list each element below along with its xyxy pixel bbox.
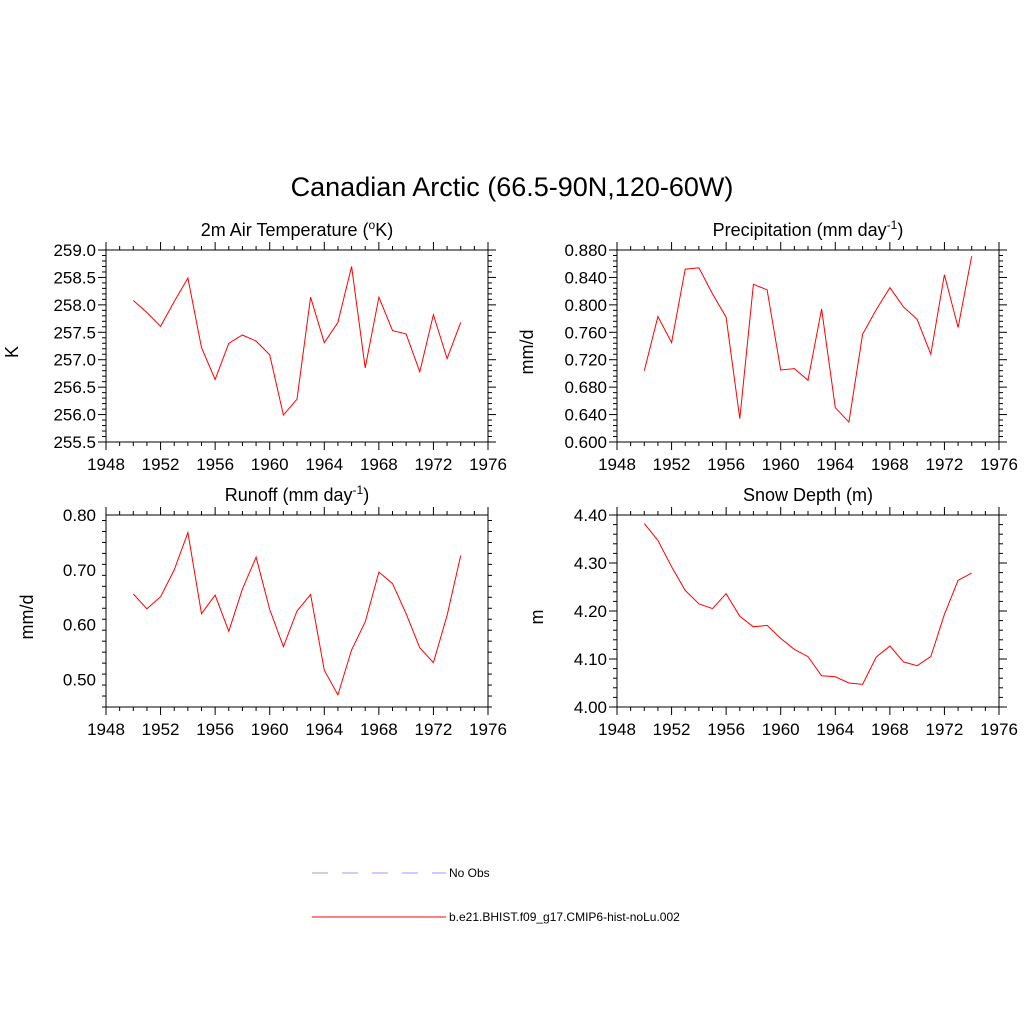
plot-frame <box>616 249 1000 443</box>
y-tick-label: 258.5 <box>53 268 96 287</box>
y-tick-label: 256.5 <box>53 378 96 397</box>
x-tick-label: 1952 <box>653 455 691 474</box>
x-tick-label: 1972 <box>415 455 453 474</box>
x-tick-label: 1968 <box>360 455 398 474</box>
y-axis-label: mm/d <box>17 595 37 640</box>
x-tick-label: 1972 <box>926 455 964 474</box>
x-tick-label: 1948 <box>87 455 125 474</box>
x-tick-label: 1964 <box>816 455 854 474</box>
legend-item: No Obs <box>312 866 490 880</box>
x-tick-label: 1952 <box>142 455 180 474</box>
panel-temperature: 2m Air Temperature (oK) K 1948 1952 1956 1960… <box>2 218 507 474</box>
y-tick-label: 0.640 <box>564 406 607 425</box>
series-line <box>643 523 972 685</box>
plot-frame <box>105 249 489 443</box>
legend-item: b.e21.BHIST.f09_g17.CMIP6-hist-noLu.002 <box>312 910 680 924</box>
x-tick-label: 1964 <box>816 720 854 739</box>
panel-title: Precipitation (mm day-1) <box>713 218 904 240</box>
y-tick-label: 257.0 <box>53 351 96 370</box>
x-tick-label: 1956 <box>707 720 745 739</box>
x-tick-label: 1956 <box>196 455 234 474</box>
figure-title: Canadian Arctic (66.5-90N,120-60W) <box>291 172 734 202</box>
x-tick-label: 1972 <box>415 720 453 739</box>
series-line <box>643 256 973 424</box>
y-tick-label: 4.10 <box>574 650 607 669</box>
y-tick-label: 257.5 <box>53 323 96 342</box>
x-tick-label: 1956 <box>196 720 234 739</box>
x-tick-label: 1960 <box>762 720 800 739</box>
legend-label: b.e21.BHIST.f09_g17.CMIP6-hist-noLu.002 <box>449 910 680 924</box>
y-tick-label: 0.840 <box>564 268 607 287</box>
y-tick-label: 0.80 <box>63 506 96 525</box>
y-tick-label: 0.720 <box>564 351 607 370</box>
y-tick-label: 0.60 <box>63 616 96 635</box>
panels-group: 2m Air Temperature (oK) K 1948 1952 1956 1960… <box>2 218 1018 739</box>
panel-title: Snow Depth (m) <box>743 485 873 505</box>
y-tick-label: 258.0 <box>53 296 96 315</box>
panel-precipitation: Precipitation (mm day-1) mm/d 1948 1952 1956… <box>517 218 1018 474</box>
y-tick-label: 0.800 <box>564 296 607 315</box>
y-tick-label: 256.0 <box>53 406 96 425</box>
y-axis-label: m <box>527 610 547 625</box>
legend: No Obs b.e21.BHIST.f09_g17.CMIP6-hist-noL… <box>312 866 680 924</box>
y-tick-label: 255.5 <box>53 433 96 452</box>
x-tick-label: 1952 <box>142 720 180 739</box>
x-tick-label: 1960 <box>762 455 800 474</box>
x-tick-label: 1976 <box>980 720 1018 739</box>
y-tick-label: 0.680 <box>564 378 607 397</box>
panel-title: Runoff (mm day-1) <box>225 483 369 505</box>
x-tick-label: 1952 <box>653 720 691 739</box>
x-tick-label: 1968 <box>871 455 909 474</box>
x-tick-label: 1972 <box>926 720 964 739</box>
y-tick-label: 0.760 <box>564 323 607 342</box>
x-tick-label: 1968 <box>360 720 398 739</box>
series-line <box>132 530 462 697</box>
x-tick-label: 1948 <box>598 720 636 739</box>
y-axis-label: mm/d <box>517 330 537 375</box>
x-tick-label: 1948 <box>87 720 125 739</box>
y-tick-label: 4.40 <box>574 506 607 525</box>
y-tick-label: 4.20 <box>574 602 607 621</box>
x-tick-label: 1968 <box>871 720 909 739</box>
x-tick-label: 1956 <box>707 455 745 474</box>
x-tick-label: 1976 <box>469 720 507 739</box>
y-tick-label: 0.70 <box>63 561 96 580</box>
y-tick-label: 0.600 <box>564 433 607 452</box>
x-tick-label: 1976 <box>469 455 507 474</box>
y-tick-label: 259.0 <box>53 241 96 260</box>
y-axis-label: K <box>2 346 22 358</box>
legend-label: No Obs <box>449 866 490 880</box>
panel-runoff: Runoff (mm day-1) mm/d 1948 1952 1956 1960 196… <box>17 483 507 739</box>
plot-frame <box>616 514 1000 708</box>
x-tick-label: 1964 <box>305 455 343 474</box>
series-line <box>132 266 462 417</box>
y-tick-label: 4.00 <box>574 698 607 717</box>
x-tick-label: 1960 <box>251 720 289 739</box>
x-tick-label: 1960 <box>251 455 289 474</box>
y-tick-label: 0.50 <box>63 671 96 690</box>
x-tick-label: 1976 <box>980 455 1018 474</box>
x-tick-label: 1964 <box>305 720 343 739</box>
x-tick-label: 1948 <box>598 455 636 474</box>
y-tick-label: 0.880 <box>564 241 607 260</box>
panel-title: 2m Air Temperature (oK) <box>201 218 393 240</box>
panel-snow-depth: Snow Depth (m) m 1948 1952 1956 1960 1964 1968 1… <box>527 485 1018 739</box>
y-tick-label: 4.30 <box>574 554 607 573</box>
